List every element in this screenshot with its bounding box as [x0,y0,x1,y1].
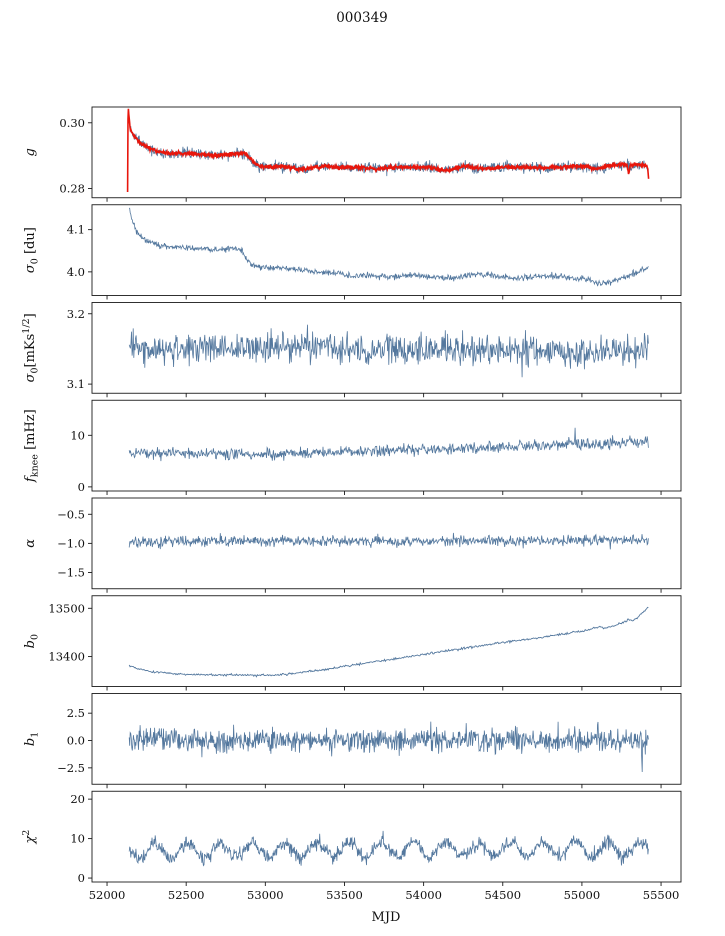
svg-text:0.30: 0.30 [59,116,85,130]
svg-text:b1: b1 [23,732,41,746]
svg-text:53500: 53500 [326,888,363,902]
svg-text:55000: 55000 [564,888,601,902]
svg-text:σ0[mKs1/2]: σ0[mKs1/2] [21,313,41,382]
svg-text:3.1: 3.1 [67,377,85,391]
svg-text:−1.0: −1.0 [57,536,85,550]
svg-text:g: g [23,148,38,156]
svg-text:13500: 13500 [48,601,85,615]
svg-text:α: α [23,539,38,548]
svg-text:10: 10 [70,428,85,442]
svg-text:fknee [mHz]: fknee [mHz] [23,409,41,483]
panels-group: 0.28 0.30 g 4.0 4.1 σ0 [du] 3.1 3.2 σ0[mKs1/2] 0 1… [21,106,682,902]
svg-text:10: 10 [70,832,85,846]
svg-text:13400: 13400 [48,650,85,664]
svg-text:−0.5: −0.5 [57,507,85,521]
svg-text:20: 20 [70,792,85,806]
svg-text:χ2: χ2 [21,830,38,845]
svg-text:2.5: 2.5 [67,706,85,720]
svg-text:0.28: 0.28 [59,182,85,196]
svg-text:0.0: 0.0 [67,734,85,748]
svg-text:−1.5: −1.5 [57,565,85,579]
svg-text:54500: 54500 [484,888,521,902]
svg-text:52000: 52000 [89,888,126,902]
svg-text:54000: 54000 [405,888,442,902]
svg-text:0: 0 [78,480,85,494]
svg-text:3.2: 3.2 [67,307,85,321]
figure-title: 000349 [336,10,388,26]
svg-text:4.1: 4.1 [67,223,85,237]
svg-text:−2.5: −2.5 [57,761,85,775]
svg-text:0: 0 [78,871,85,885]
svg-text:55500: 55500 [643,888,680,902]
svg-text:σ0 [du]: σ0 [du] [23,227,41,273]
x-axis-label: MJD [372,910,401,925]
svg-text:b0: b0 [23,634,41,648]
svg-text:52500: 52500 [168,888,205,902]
svg-text:4.0: 4.0 [67,265,85,279]
svg-text:53000: 53000 [247,888,284,902]
